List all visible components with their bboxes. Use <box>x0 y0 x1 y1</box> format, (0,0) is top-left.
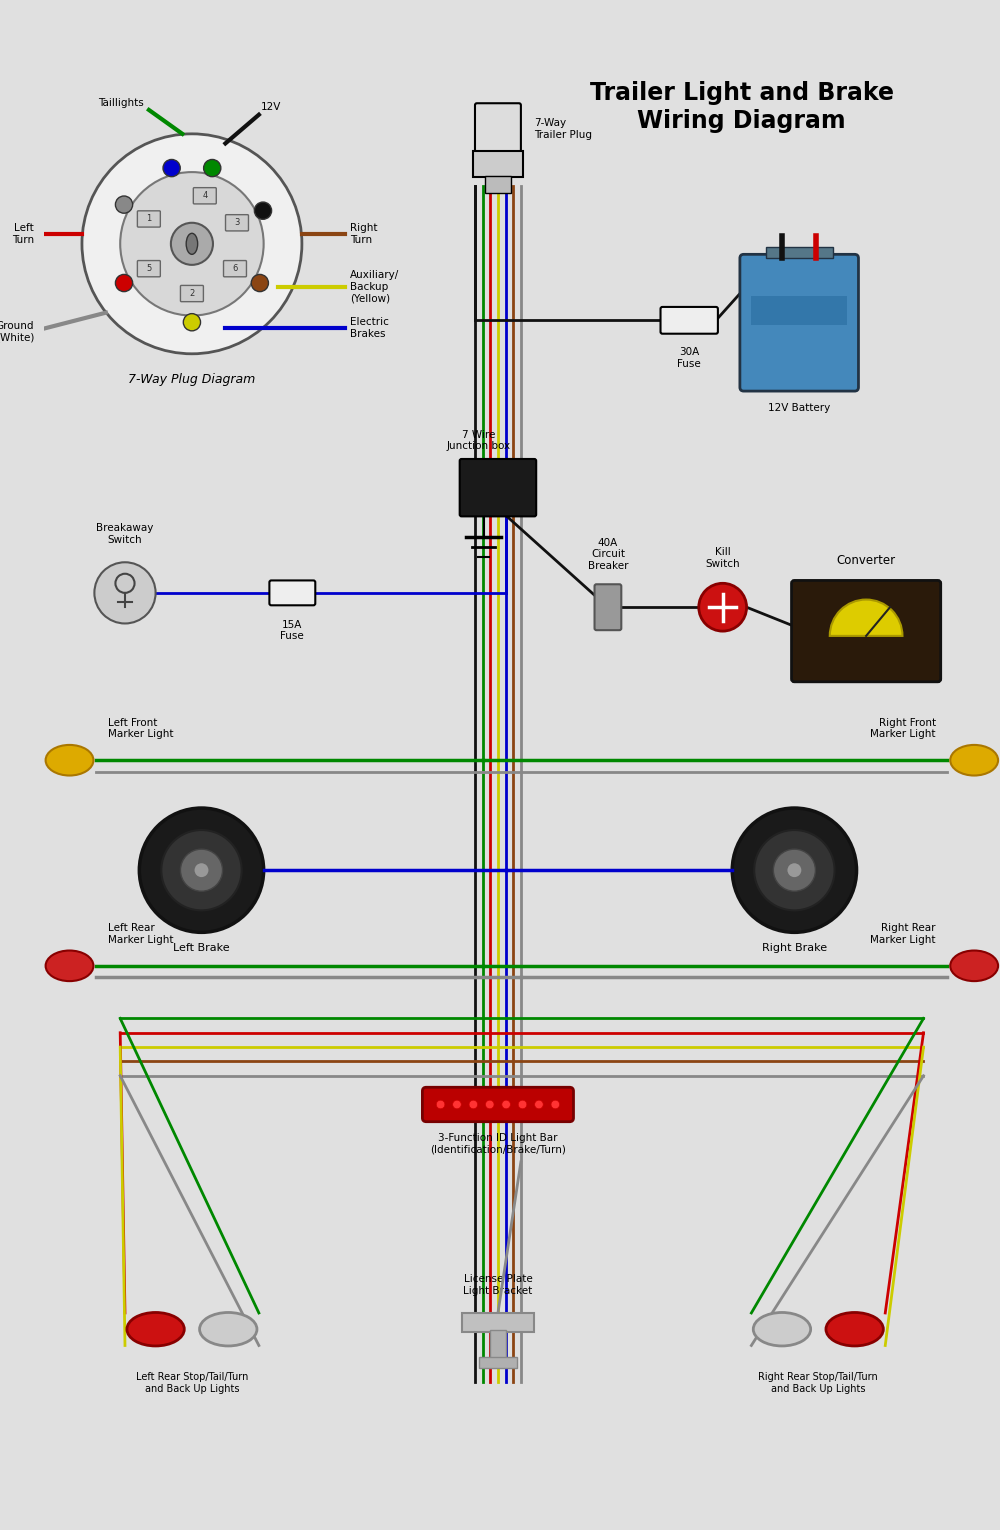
Text: 2: 2 <box>189 289 195 298</box>
Text: 12V Battery: 12V Battery <box>768 404 830 413</box>
FancyBboxPatch shape <box>792 580 941 682</box>
Ellipse shape <box>127 1313 184 1346</box>
Text: Left Front
Marker Light: Left Front Marker Light <box>108 718 173 739</box>
Circle shape <box>94 562 156 623</box>
Text: Ground
(White): Ground (White) <box>0 321 34 343</box>
Circle shape <box>732 808 857 932</box>
Ellipse shape <box>950 745 998 776</box>
Circle shape <box>120 171 264 315</box>
Circle shape <box>171 223 213 265</box>
FancyBboxPatch shape <box>269 580 315 606</box>
Circle shape <box>551 1100 560 1109</box>
Text: 12V: 12V <box>261 103 281 112</box>
Ellipse shape <box>950 950 998 981</box>
Text: Auxiliary/
Backup
(Yellow): Auxiliary/ Backup (Yellow) <box>350 271 399 303</box>
FancyBboxPatch shape <box>226 214 248 231</box>
Circle shape <box>485 1100 494 1109</box>
Circle shape <box>773 849 815 892</box>
Bar <box>485 176 511 193</box>
Text: 15A
Fuse: 15A Fuse <box>280 620 304 641</box>
Text: 40A
Circuit
Breaker: 40A Circuit Breaker <box>588 537 628 571</box>
Text: 7-Way
Trailer Plug: 7-Way Trailer Plug <box>534 118 592 139</box>
FancyBboxPatch shape <box>740 254 858 392</box>
Circle shape <box>161 831 242 910</box>
Circle shape <box>469 1100 478 1109</box>
Circle shape <box>754 831 835 910</box>
Wedge shape <box>830 600 902 636</box>
Ellipse shape <box>46 950 93 981</box>
Circle shape <box>180 849 223 892</box>
Text: Right Rear
Marker Light: Right Rear Marker Light <box>870 923 936 946</box>
Text: License Plate
Light Bracket: License Plate Light Bracket <box>463 1274 533 1296</box>
Circle shape <box>204 159 221 176</box>
FancyBboxPatch shape <box>475 103 521 155</box>
Text: Trailer Light and Brake
Wiring Diagram: Trailer Light and Brake Wiring Diagram <box>590 81 894 133</box>
Circle shape <box>453 1100 461 1109</box>
Bar <box>479 1357 517 1368</box>
FancyBboxPatch shape <box>422 1088 573 1121</box>
Ellipse shape <box>200 1313 257 1346</box>
Text: 30A
Fuse: 30A Fuse <box>677 347 701 369</box>
Bar <box>490 1330 506 1359</box>
Text: Left Brake: Left Brake <box>173 944 230 953</box>
Text: 4: 4 <box>202 191 207 200</box>
Bar <box>462 1313 534 1333</box>
FancyBboxPatch shape <box>137 211 160 226</box>
Text: Right Rear Stop/Tail/Turn
and Back Up Lights: Right Rear Stop/Tail/Turn and Back Up Li… <box>758 1372 878 1394</box>
Bar <box>766 246 833 259</box>
Text: Right Front
Marker Light: Right Front Marker Light <box>870 718 936 739</box>
Ellipse shape <box>826 1313 883 1346</box>
FancyBboxPatch shape <box>193 188 216 203</box>
Circle shape <box>535 1100 543 1109</box>
Text: 1: 1 <box>146 214 151 223</box>
Text: 5: 5 <box>146 265 151 274</box>
Circle shape <box>115 196 133 213</box>
Circle shape <box>254 202 272 219</box>
Text: Breakaway
Switch: Breakaway Switch <box>96 523 154 545</box>
Circle shape <box>194 863 209 878</box>
Text: 7 Wire
Junction box: 7 Wire Junction box <box>447 430 511 451</box>
Text: Left Rear
Marker Light: Left Rear Marker Light <box>108 923 173 946</box>
Circle shape <box>115 274 133 292</box>
FancyBboxPatch shape <box>180 286 203 301</box>
Ellipse shape <box>46 745 93 776</box>
Text: Electric
Brakes: Electric Brakes <box>350 317 389 338</box>
FancyBboxPatch shape <box>460 459 536 516</box>
Circle shape <box>787 863 802 878</box>
Text: 3-Function ID Light Bar
(Identification/Brake/Turn): 3-Function ID Light Bar (Identification/… <box>430 1134 566 1155</box>
Text: 3: 3 <box>234 219 240 228</box>
Circle shape <box>139 808 264 932</box>
FancyBboxPatch shape <box>595 584 621 630</box>
Ellipse shape <box>186 233 198 254</box>
Circle shape <box>183 314 201 330</box>
Circle shape <box>518 1100 527 1109</box>
Text: Right
Turn: Right Turn <box>350 223 377 245</box>
Text: 6: 6 <box>232 265 238 274</box>
FancyBboxPatch shape <box>137 260 160 277</box>
Text: 7-Way Plug Diagram: 7-Way Plug Diagram <box>128 373 256 386</box>
Bar <box>473 151 523 177</box>
Text: Kill
Switch: Kill Switch <box>705 548 740 569</box>
Circle shape <box>82 133 302 353</box>
Text: Right Brake: Right Brake <box>762 944 827 953</box>
Text: Taillights: Taillights <box>98 98 144 109</box>
Circle shape <box>502 1100 510 1109</box>
Ellipse shape <box>753 1313 811 1346</box>
Text: Left Rear Stop/Tail/Turn
and Back Up Lights: Left Rear Stop/Tail/Turn and Back Up Lig… <box>136 1372 248 1394</box>
Circle shape <box>699 583 747 630</box>
Circle shape <box>436 1100 445 1109</box>
Circle shape <box>251 274 268 292</box>
Text: Left
Turn: Left Turn <box>12 223 34 245</box>
FancyBboxPatch shape <box>661 308 718 334</box>
Bar <box>751 297 847 324</box>
Text: Converter: Converter <box>837 554 896 568</box>
Circle shape <box>163 159 180 176</box>
FancyBboxPatch shape <box>224 260 246 277</box>
